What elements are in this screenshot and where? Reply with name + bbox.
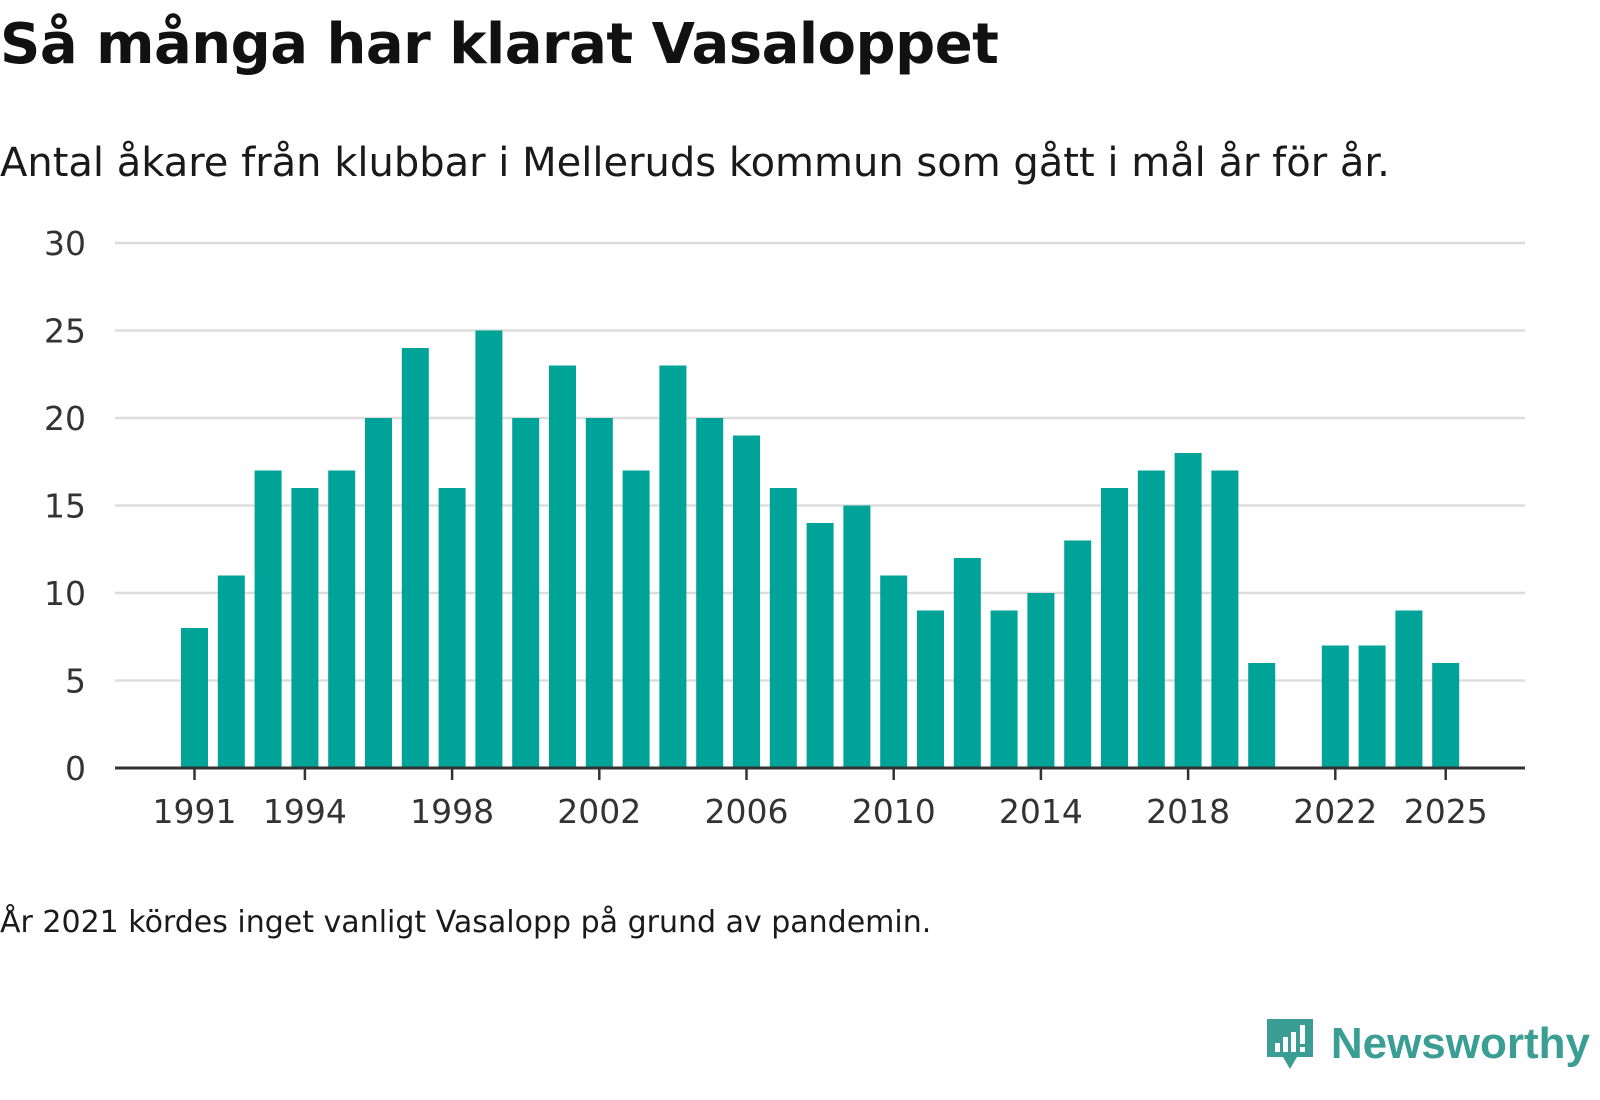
bar-2015 [1064, 540, 1092, 768]
y-tick-label: 20 [44, 399, 86, 438]
bar-1995 [328, 470, 356, 768]
x-tick-label: 2006 [705, 792, 789, 831]
x-tick-label: 1994 [263, 792, 347, 831]
chart-subtitle: Antal åkare från klubbar i Melleruds kom… [0, 140, 1390, 186]
bar-2001 [549, 365, 576, 768]
bar-1999 [475, 330, 503, 768]
bar-2003 [622, 470, 650, 768]
bar-2012 [953, 558, 981, 768]
y-axis-labels: 0 5 10 15 20 25 30 [44, 224, 86, 788]
x-tick-label: 1991 [153, 792, 237, 831]
bar-2005 [696, 418, 724, 768]
bar-2006 [733, 435, 760, 768]
bar-2011 [917, 610, 944, 768]
bar-1992 [217, 575, 245, 768]
y-tick-label: 15 [44, 487, 86, 526]
bar-2009 [843, 505, 871, 768]
bar-1997 [401, 348, 429, 768]
bar-2025 [1432, 663, 1460, 768]
bar-1994 [291, 488, 319, 768]
bar-2014 [1027, 593, 1055, 768]
bar-2004 [659, 365, 687, 768]
bar-2019 [1211, 470, 1239, 768]
bar-1998 [438, 488, 466, 768]
x-tick-label: 2010 [852, 792, 936, 831]
footnote: År 2021 kördes inget vanligt Vasalopp på… [0, 905, 932, 940]
bar-2010 [880, 575, 908, 768]
x-tick-label: 2025 [1404, 792, 1488, 831]
bar-2008 [806, 523, 834, 768]
bar-2000 [512, 418, 540, 768]
bar-2018 [1174, 453, 1202, 768]
newsworthy-logo-icon [1266, 1019, 1313, 1069]
y-tick-label: 5 [65, 662, 86, 701]
bar-2024 [1395, 610, 1423, 768]
bars [181, 330, 1460, 768]
x-tick-label: 2022 [1293, 792, 1377, 831]
chart-title: Så många har klarat Vasaloppet [0, 12, 999, 77]
bar-1991 [181, 628, 208, 768]
bar-2002 [585, 418, 613, 768]
x-axis-labels: 1991 1994 1998 2002 2006 2010 2014 2018 2022 2025 [153, 792, 1488, 831]
bar-2007 [769, 488, 797, 768]
y-tick-label: 30 [44, 224, 86, 263]
bar-1993 [254, 470, 282, 768]
brand-name: Newsworthy [1330, 1019, 1590, 1068]
bar-2023 [1358, 645, 1386, 768]
bar-2016 [1101, 488, 1128, 768]
x-tick-label: 1998 [410, 792, 494, 831]
bar-2017 [1137, 470, 1165, 768]
bar-2013 [990, 610, 1018, 768]
bar-1996 [365, 418, 392, 768]
brand-logo[interactable]: Newsworthy [1263, 1015, 1590, 1073]
bar-2022 [1321, 645, 1349, 768]
x-tick-label: 2002 [557, 792, 641, 831]
y-tick-label: 25 [44, 312, 86, 351]
bar-2020 [1248, 663, 1276, 768]
y-tick-label: 0 [65, 749, 86, 788]
y-tick-label: 10 [44, 574, 86, 613]
x-tick-label: 2018 [1146, 792, 1230, 831]
x-tick-label: 2014 [999, 792, 1083, 831]
x-axis [115, 766, 1525, 780]
